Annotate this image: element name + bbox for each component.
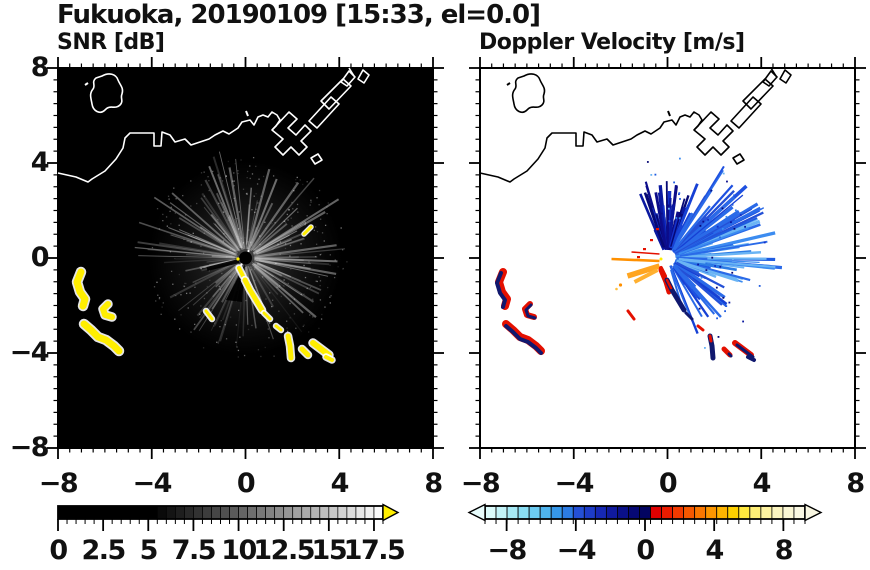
snr-colorbar-label: 5 bbox=[139, 535, 159, 566]
vel-map-canvas bbox=[469, 57, 866, 459]
snr-y-tick-label: −4 bbox=[9, 337, 50, 368]
vel-x-tick-label: −8 bbox=[460, 468, 501, 499]
vel-under-arrow bbox=[467, 503, 486, 522]
snr-colorbar-label: 12.5 bbox=[253, 535, 315, 566]
snr-y-tick-label: 0 bbox=[30, 242, 50, 273]
snr-colorbar-label: 7.5 bbox=[171, 535, 217, 566]
vel-x-tick-label: 0 bbox=[658, 468, 678, 499]
radar-origin-dot bbox=[239, 251, 252, 265]
coastline bbox=[479, 67, 792, 183]
vel-colorbar-ticks bbox=[484, 519, 806, 531]
axis-ticks bbox=[47, 57, 444, 459]
snr-map-canvas bbox=[47, 57, 444, 459]
snr-x-tick-label: 0 bbox=[236, 468, 256, 499]
red-flecks bbox=[637, 228, 659, 259]
clutter-rays bbox=[134, 151, 346, 347]
snr-over-arrow bbox=[382, 503, 400, 522]
positive-velocity-rays bbox=[611, 251, 661, 291]
vel-over-arrow bbox=[804, 503, 823, 522]
map-frame bbox=[479, 67, 856, 449]
coastline bbox=[57, 67, 370, 183]
snr-x-tick-label: 8 bbox=[424, 468, 443, 499]
mixed-velocity-echoes bbox=[495, 266, 756, 362]
high-snr-echoes bbox=[71, 224, 336, 364]
vel-x-tick-label: 4 bbox=[752, 468, 772, 499]
negative-velocity-fan bbox=[639, 157, 783, 349]
snr-colorbar-segments bbox=[57, 505, 384, 520]
snr-colorbar-label: 15 bbox=[311, 535, 348, 566]
vel-colorbar-label: −8 bbox=[487, 535, 527, 566]
snr-y-tick-label: −8 bbox=[9, 432, 50, 463]
vel-panel-title: Doppler Velocity [m/s] bbox=[479, 30, 745, 55]
snr-colorbar bbox=[57, 503, 400, 531]
vel-colorbar-label: −4 bbox=[556, 535, 597, 566]
vel-colorbar-label: 0 bbox=[636, 535, 655, 566]
axis-ticks bbox=[469, 57, 866, 459]
snr-y-tick-label: 4 bbox=[30, 147, 50, 178]
snr-x-tick-label: −8 bbox=[38, 468, 79, 499]
snr-colorbar-label: 0 bbox=[49, 535, 68, 566]
snr-colorbar-label: 10 bbox=[221, 535, 257, 566]
snr-panel-title: SNR [dB] bbox=[57, 30, 165, 55]
vel-colorbar-label: 8 bbox=[774, 535, 794, 566]
snr-field bbox=[71, 151, 348, 364]
snr-y-tick-label: 8 bbox=[30, 52, 50, 83]
snr-colorbar-ticks bbox=[57, 519, 384, 531]
vel-field bbox=[495, 157, 783, 362]
figure-title: Fukuoka, 20190109 [15:33, el=0.0] bbox=[57, 0, 541, 30]
vel-x-tick-label: 8 bbox=[846, 468, 865, 499]
vel-x-tick-label: −4 bbox=[554, 468, 595, 499]
snr-colorbar-label: 17.5 bbox=[343, 535, 406, 566]
vel-colorbar bbox=[467, 503, 823, 531]
snr-x-tick-label: −4 bbox=[132, 468, 173, 499]
vel-colorbar-segments bbox=[484, 505, 806, 520]
vel-colorbar-label: 4 bbox=[705, 535, 725, 566]
snr-x-tick-label: 4 bbox=[330, 468, 350, 499]
clutter-speckle bbox=[151, 156, 348, 358]
snr-colorbar-label: 2.5 bbox=[81, 535, 126, 566]
